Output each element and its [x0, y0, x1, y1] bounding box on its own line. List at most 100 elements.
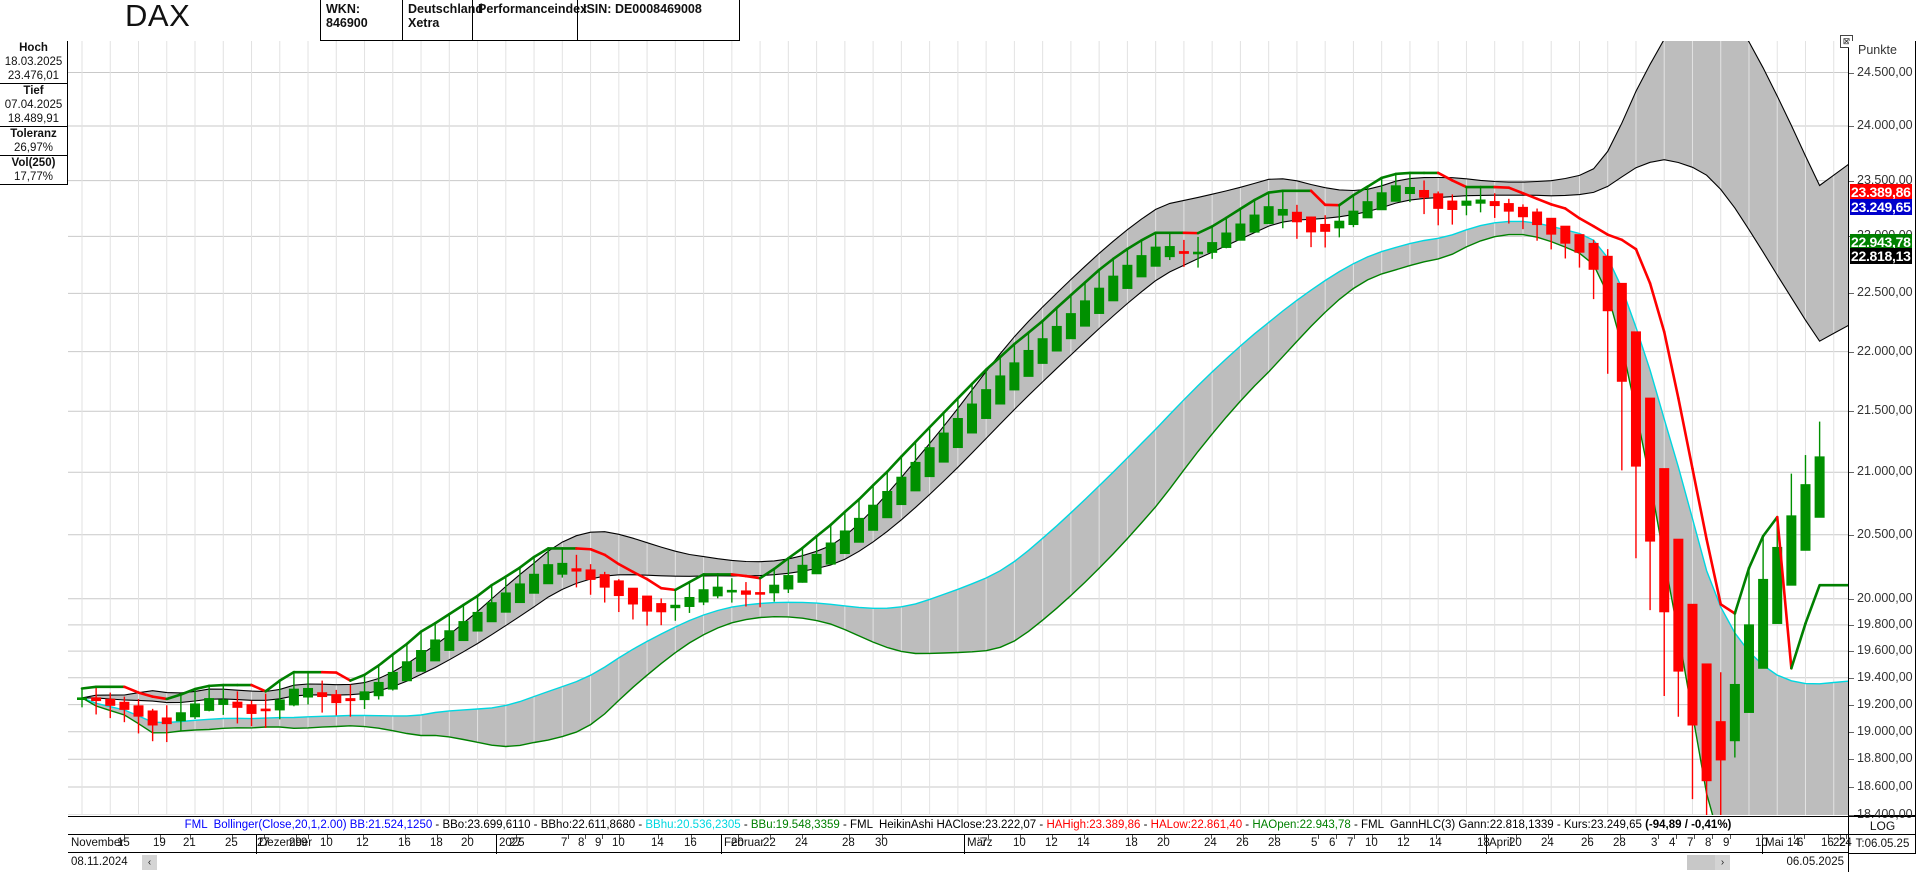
scroll-right-icon[interactable]: › — [1715, 855, 1730, 870]
month-separator — [964, 835, 965, 854]
price-axis-label: 19.000,00 — [1857, 723, 1913, 738]
date-axis-month-label: 2025 — [499, 837, 525, 849]
date-axis-tick — [468, 835, 469, 839]
date-axis-tick — [124, 835, 125, 839]
stat-block-hoch: Hoch 18.03.2025 23.476,01 — [0, 41, 67, 84]
date-axis-day-label: 16 — [684, 837, 697, 849]
date-axis-tick — [1828, 835, 1829, 839]
price-axis-label: 22.500,00 — [1857, 285, 1913, 300]
date-axis-tick — [1794, 835, 1795, 839]
date-axis-tick — [1318, 835, 1319, 839]
legend-part: - FML HeikinAshi HAClose:23.222,07 - — [839, 819, 1047, 831]
date-axis-tick — [1588, 835, 1589, 839]
header-cell-index-type: Performanceindex — [472, 0, 587, 41]
price-axis-label: 19.200,00 — [1857, 696, 1913, 711]
date-axis-day-label: 20 — [1509, 837, 1522, 849]
date-axis-tick — [1052, 835, 1053, 839]
month-separator — [1486, 835, 1487, 854]
date-axis-tick — [619, 835, 620, 839]
date-axis[interactable]: November Dezember 2025 Februar März April Mai 1… — [68, 834, 1852, 854]
price-axis-label: 19.800,00 — [1857, 616, 1913, 631]
date-axis-day-label: 28 — [842, 837, 855, 849]
legend-part: HAOpen:22.943,78 — [1252, 819, 1351, 831]
date-axis-tick — [1712, 835, 1713, 839]
date-axis-day-label: 20 — [461, 837, 474, 849]
date-axis-day-label: 27 — [257, 837, 270, 849]
date-axis-day-label: 20 — [731, 837, 744, 849]
date-axis-day-label: 22 — [1833, 837, 1846, 849]
legend-part: (-94,89 / -0,41%) — [1645, 819, 1732, 831]
date-axis-tick — [1620, 835, 1621, 839]
price-axis-tick — [1849, 472, 1854, 474]
date-axis-day-label: 14 — [1787, 837, 1800, 849]
date-axis-tick — [1846, 835, 1847, 839]
date-axis-day-label: 4 — [1669, 837, 1676, 849]
legend-part: FML Bollinger(Close,20,1,2.00) BB:21.524… — [184, 819, 433, 831]
price-axis-tick — [1849, 180, 1854, 182]
month-separator — [496, 835, 497, 854]
header-info-cells: WKN: 846900 Deutschland Xetra Performanc… — [320, 0, 740, 41]
scale-mode-button[interactable]: LOG — [1849, 816, 1916, 835]
scrollbar-track[interactable] — [157, 855, 1715, 870]
date-axis-tick — [1354, 835, 1355, 839]
date-axis-day-label: 10 — [1755, 837, 1768, 849]
price-axis-tick — [1849, 126, 1854, 128]
scroll-left-icon[interactable]: ‹ — [142, 855, 157, 870]
price-axis-label: 18.800,00 — [1857, 751, 1913, 766]
date-range-navigator[interactable]: 08.11.2024 ‹ › 06.05.2025 — [68, 853, 1849, 872]
price-axis-label: 24.500,00 — [1857, 64, 1913, 79]
price-chart-svg — [68, 41, 1848, 816]
date-axis-day-label: 19 — [153, 837, 166, 849]
legend-part: - FML GannHLC(3) Gann:22.818,1339 - Kurs… — [1350, 819, 1646, 831]
date-axis-day-label: 7 — [1347, 837, 1354, 849]
price-axis-tick — [1849, 786, 1854, 788]
date-axis-day-label: 24 — [1541, 837, 1554, 849]
price-axis-tick — [1849, 534, 1854, 536]
date-axis-tick — [738, 835, 739, 839]
date-axis-tick — [1436, 835, 1437, 839]
price-axis[interactable]: Punkte 24.500,0024.000,0023.500,0023.000… — [1849, 41, 1916, 821]
price-axis-tick — [1849, 704, 1854, 706]
price-axis-tick — [1849, 624, 1854, 626]
date-axis-day-label: 12 — [1397, 837, 1410, 849]
month-separator — [1762, 835, 1763, 854]
date-axis-day-label: 8 — [578, 837, 585, 849]
date-axis-day-label: 26 — [1581, 837, 1594, 849]
date-axis-tick — [1840, 835, 1841, 839]
instrument-title: DAX — [125, 0, 191, 33]
date-axis-day-label: 15 — [117, 837, 130, 849]
header-cell-exchange: Deutschland Xetra — [402, 0, 483, 41]
scrollbar-thumb[interactable] — [1687, 855, 1715, 870]
date-axis-tick — [691, 835, 692, 839]
legend-part: - — [1242, 819, 1253, 831]
date-axis-day-label: 12 — [1045, 837, 1058, 849]
kurs-tag: 23.249,65 — [1850, 199, 1912, 216]
date-axis-month-label: Dezember — [259, 837, 313, 849]
date-axis-day-label: 27 — [509, 837, 522, 849]
date-axis-tick — [1336, 835, 1337, 839]
date-axis-day-label: 9 — [1723, 837, 1730, 849]
date-axis-month-label: April — [1489, 837, 1513, 849]
price-axis-tick — [1849, 651, 1854, 653]
status-divider — [1849, 853, 1916, 854]
chart-plot-area[interactable] — [68, 41, 1849, 816]
stat-block-toleranz: Toleranz 26,97% — [0, 127, 67, 156]
date-axis-tick — [1243, 835, 1244, 839]
month-separator — [256, 835, 257, 854]
indicator-legend: FML Bollinger(Close,20,1,2.00) BB:21.524… — [68, 816, 1849, 834]
stat-label-toleranz: Toleranz — [10, 128, 57, 140]
stat-block-vol: Vol(250) 17,77% — [0, 156, 67, 184]
date-axis-day-label: 16 — [398, 837, 411, 849]
date-axis-tick — [308, 835, 309, 839]
price-axis-tick — [1849, 411, 1854, 413]
price-axis-label: 20.000,00 — [1857, 590, 1913, 605]
date-axis-tick — [658, 835, 659, 839]
date-axis-tick — [1694, 835, 1695, 839]
stat-value-hoch: 23.476,01 — [7, 70, 60, 82]
date-axis-tick — [1372, 835, 1373, 839]
price-axis-tick — [1849, 293, 1854, 295]
date-axis-day-label: 10 — [1013, 837, 1026, 849]
date-axis-month-label: März — [967, 837, 993, 849]
price-axis-label: 19.400,00 — [1857, 669, 1913, 684]
date-axis-tick — [1804, 835, 1805, 839]
